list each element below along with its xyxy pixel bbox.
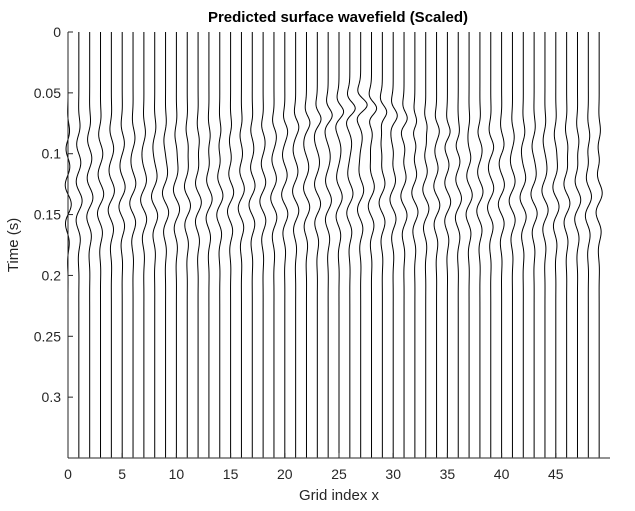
y-tick-label: 0.2 — [42, 267, 62, 283]
wiggle-trace — [129, 32, 137, 458]
wiggle-trace — [75, 32, 83, 458]
wiggle-trace — [367, 32, 378, 458]
x-tick-label: 0 — [64, 466, 72, 482]
wiggle-trace — [574, 32, 582, 458]
wiggle-trace — [584, 32, 592, 458]
x-axis-label: Grid index x — [299, 487, 380, 504]
wiggle-trace — [356, 32, 368, 458]
x-tick-label: 10 — [169, 466, 185, 482]
y-tick-label: 0.15 — [34, 207, 61, 223]
wiggle-trace — [150, 32, 159, 458]
y-tick-label: 0.3 — [42, 389, 62, 405]
wiggle-trace — [552, 32, 560, 458]
wiggle-trace — [270, 32, 278, 458]
wiggle-trace — [508, 32, 516, 458]
wiggle-traces — [64, 32, 603, 458]
wiggle-trace — [161, 32, 170, 458]
wiggle-trace — [226, 32, 235, 458]
wiggle-trace — [194, 32, 202, 458]
wiggle-trace — [324, 32, 333, 458]
wiggle-trace — [530, 32, 538, 458]
x-tick-label: 40 — [494, 466, 510, 482]
wiggle-trace — [465, 32, 473, 458]
y-tick-label: 0 — [53, 24, 61, 40]
x-tick-label: 15 — [223, 466, 239, 482]
wiggle-trace — [183, 32, 191, 458]
wiggle-trace — [292, 32, 300, 458]
x-tick-label: 45 — [548, 466, 564, 482]
wiggle-trace — [433, 32, 441, 458]
wiggle-trace — [497, 32, 505, 458]
wiggle-trace — [259, 32, 267, 458]
x-tick-label: 5 — [118, 466, 126, 482]
wiggle-trace — [205, 32, 213, 458]
wiggle-trace — [411, 32, 419, 458]
wiggle-trace — [172, 32, 181, 458]
wiggle-trace — [281, 32, 289, 458]
wiggle-trace — [400, 32, 408, 458]
wiggle-trace — [487, 32, 495, 458]
x-tick-label: 35 — [440, 466, 456, 482]
wiggle-trace — [389, 32, 398, 458]
wiggle-trace — [96, 32, 105, 458]
chart-title: Predicted surface wavefield (Scaled) — [208, 9, 468, 26]
wiggle-trace — [140, 32, 148, 458]
wiggle-trace — [444, 32, 452, 458]
x-tick-label: 20 — [277, 466, 293, 482]
wiggle-trace — [303, 32, 311, 458]
y-tick-label: 0.25 — [34, 328, 61, 344]
wiggle-trace — [454, 32, 462, 458]
wiggle-trace — [107, 32, 115, 458]
x-ticks: 0 5 10 15 20 25 30 35 40 45 — [64, 453, 564, 482]
wiggle-trace — [563, 32, 571, 458]
wiggle-trace — [476, 32, 484, 458]
wiggle-trace — [248, 32, 256, 458]
wiggle-trace — [346, 32, 356, 458]
y-axis-label: Time (s) — [5, 218, 22, 272]
wiggle-trace — [378, 32, 388, 458]
wiggle-trace — [313, 32, 322, 458]
wiggle-trace — [422, 32, 430, 458]
wiggle-trace — [519, 32, 527, 458]
y-tick-label: 0.1 — [42, 146, 62, 162]
x-tick-label: 30 — [385, 466, 401, 482]
wiggle-trace — [86, 32, 94, 458]
wiggle-trace — [237, 32, 245, 458]
x-tick-label: 25 — [331, 466, 347, 482]
wiggle-trace — [595, 32, 603, 458]
wiggle-trace — [118, 32, 126, 458]
y-tick-label: 0.05 — [34, 85, 61, 101]
wiggle-trace — [335, 32, 345, 458]
wiggle-trace — [216, 32, 224, 458]
y-ticks: 0 0.05 0.1 0.15 0.2 0.25 0.3 — [34, 24, 73, 405]
wiggle-trace — [541, 32, 549, 458]
